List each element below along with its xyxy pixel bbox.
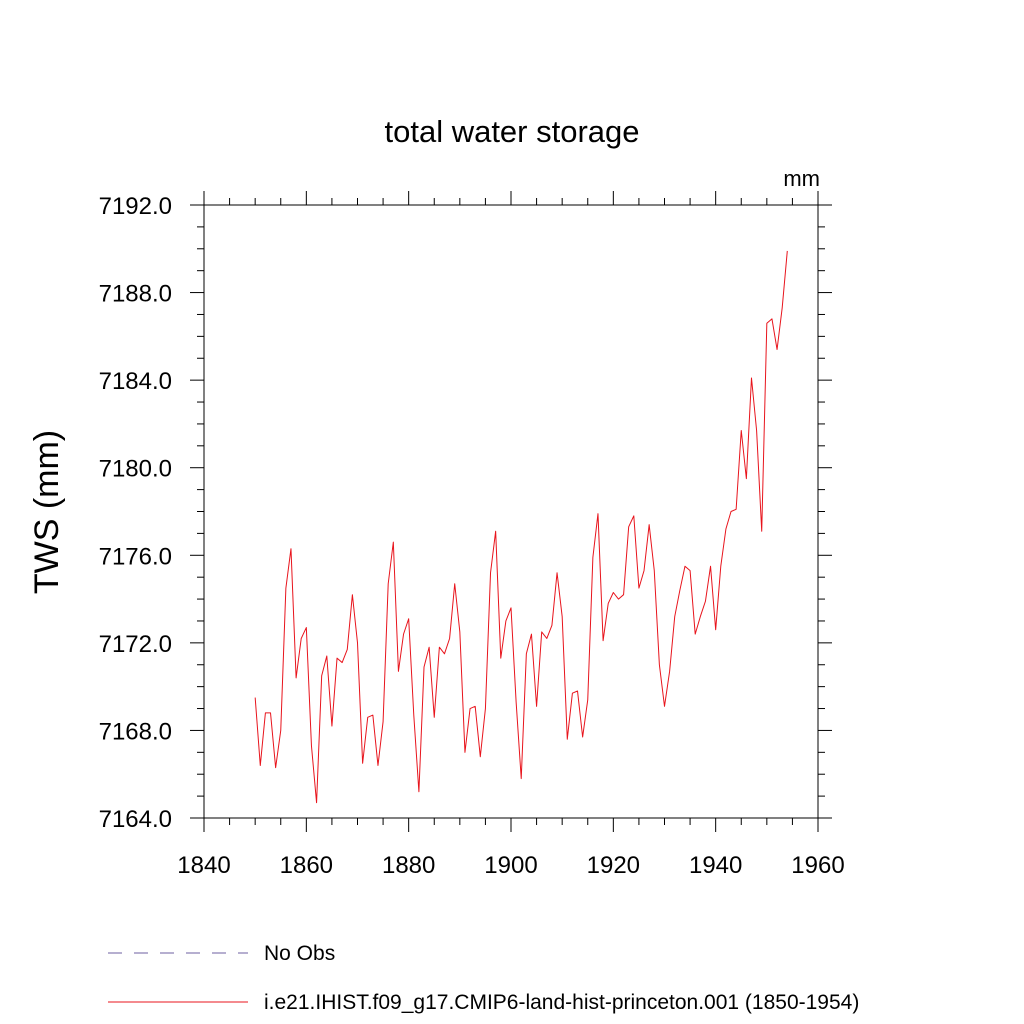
legend-item-model-run: i.e21.IHIST.f09_g17.CMIP6-land-hist-prin… <box>108 991 859 1014</box>
x-tick-label: 1840 <box>177 852 230 879</box>
y-tick-label: 7168.0 <box>99 718 172 745</box>
legend-label-model-run: i.e21.IHIST.f09_g17.CMIP6-land-hist-prin… <box>264 991 859 1014</box>
legend: No Obs i.e21.IHIST.f09_g17.CMIP6-land-hi… <box>108 942 859 1014</box>
legend-label-no-obs: No Obs <box>264 942 335 965</box>
plot-frame <box>203 204 819 819</box>
x-tick-label: 1960 <box>791 852 844 879</box>
y-tick-label: 7172.0 <box>99 631 172 658</box>
x-tick-label: 1920 <box>587 852 640 879</box>
legend-item-no-obs: No Obs <box>108 942 335 965</box>
x-tick-label: 1940 <box>689 852 742 879</box>
x-tick-label: 1900 <box>484 852 537 879</box>
x-tick-label: 1860 <box>280 852 333 879</box>
axis-ticks: 1840 1860 1880 1900 1920 1940 1960 7164.0 7168.0… <box>99 191 845 879</box>
units-label: mm <box>783 166 820 191</box>
series-line <box>254 250 788 804</box>
y-axis-label: TWS (mm) <box>28 430 66 594</box>
chart-title: total water storage <box>384 114 639 149</box>
x-tick-label: 1880 <box>382 852 435 879</box>
plot-border <box>203 204 819 819</box>
y-tick-label: 7188.0 <box>99 281 172 308</box>
y-tick-label: 7180.0 <box>99 456 172 483</box>
series-layer <box>254 250 788 804</box>
y-tick-label: 7184.0 <box>99 368 172 395</box>
y-tick-label: 7164.0 <box>99 806 172 833</box>
y-tick-label: 7192.0 <box>99 193 172 220</box>
y-tick-label: 7176.0 <box>99 543 172 570</box>
